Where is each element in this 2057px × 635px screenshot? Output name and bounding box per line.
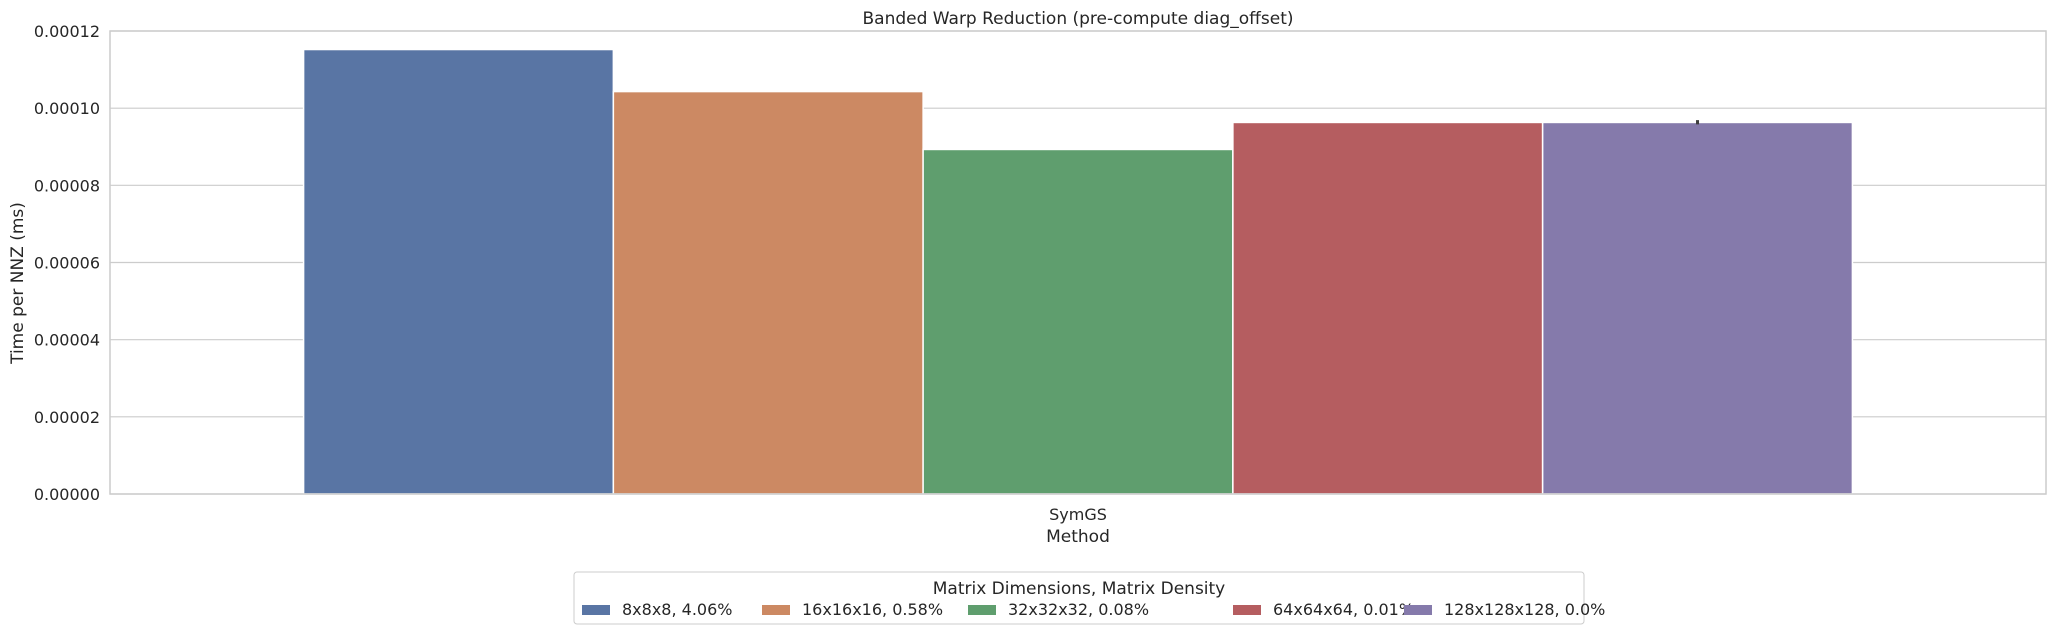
legend-label: 16x16x16, 0.58% <box>802 600 943 619</box>
legend-swatch <box>1404 605 1432 615</box>
legend-label: 32x32x32, 0.08% <box>1008 600 1149 619</box>
plot-frame <box>109 30 2047 495</box>
bars <box>302 48 1854 495</box>
x-tick-label: SymGS <box>1049 505 1107 524</box>
y-tick-label: 0.00002 <box>34 408 100 427</box>
y-tick-labels: 0.00000 0.00002 0.00004 0.00006 0.00008 0.000… <box>34 22 100 504</box>
y-tick-label: 0.00010 <box>34 99 100 118</box>
bar <box>1541 121 1854 495</box>
chart-title: Banded Warp Reduction (pre-compute diag_… <box>863 9 1294 29</box>
y-tick-label: 0.00006 <box>34 254 100 273</box>
y-tick-label: 0.00000 <box>34 485 100 504</box>
legend-label: 64x64x64, 0.01% <box>1273 600 1414 619</box>
bar <box>922 148 1234 495</box>
y-axis-title: Time per NNZ (ms) <box>8 202 28 365</box>
x-axis-title: Method <box>1046 527 1110 547</box>
legend-swatch <box>582 605 610 615</box>
y-tick-label: 0.00004 <box>34 331 100 350</box>
bar <box>302 48 615 495</box>
legend-label: 128x128x128, 0.0% <box>1444 600 1605 619</box>
bar <box>1232 121 1544 495</box>
legend-swatch <box>968 605 996 615</box>
legend-swatch <box>1233 605 1261 615</box>
legend-frame <box>573 571 1585 625</box>
legend: Matrix Dimensions, Matrix Density 8x8x8,… <box>573 571 1605 625</box>
y-tick-label: 0.00008 <box>34 176 100 195</box>
legend-title: Matrix Dimensions, Matrix Density <box>933 579 1226 599</box>
legend-swatch <box>762 605 790 615</box>
bar <box>612 90 924 495</box>
legend-items: 8x8x8, 4.06% 16x16x16, 0.58% 32x32x32, 0.0… <box>582 600 1605 619</box>
y-tick-label: 0.00012 <box>34 22 100 41</box>
legend-label: 8x8x8, 4.06% <box>622 600 732 619</box>
x-tick-labels: SymGS <box>1049 505 1107 524</box>
